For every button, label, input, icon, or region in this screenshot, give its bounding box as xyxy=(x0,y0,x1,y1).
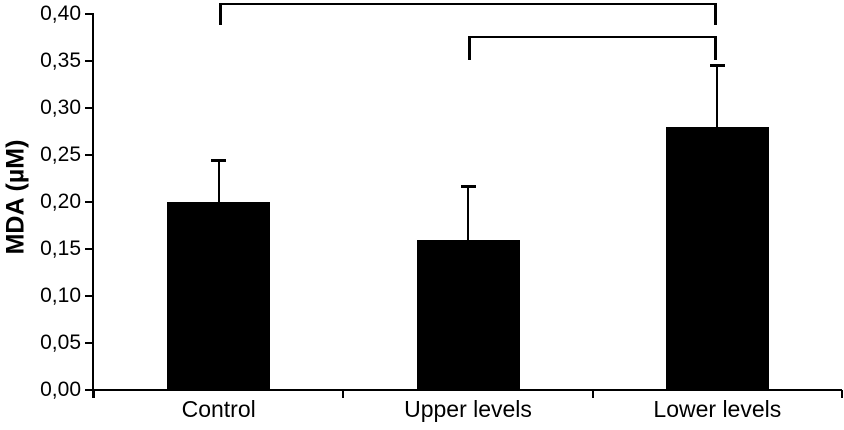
error-bar-cap xyxy=(460,185,476,189)
y-axis-tick xyxy=(85,201,93,203)
y-tick-label: 0,10 xyxy=(40,284,81,307)
y-axis-tick xyxy=(85,13,93,15)
y-tick-label: 0,40 xyxy=(40,2,81,25)
error-bar-cap xyxy=(211,158,227,162)
y-tick-label: 0,20 xyxy=(40,190,81,213)
y-tick-label: 0,05 xyxy=(40,331,81,354)
y-axis-tick xyxy=(85,342,93,344)
significance-bracket-left xyxy=(468,36,471,60)
bar xyxy=(416,239,520,390)
y-tick-label: 0,25 xyxy=(40,143,81,166)
significance-bracket-left xyxy=(218,3,222,25)
significance-bracket-top xyxy=(218,3,718,5)
x-axis xyxy=(92,389,842,391)
significance-bracket-top xyxy=(468,36,718,38)
bar xyxy=(167,202,271,390)
error-bar-line xyxy=(716,64,719,127)
significance-bracket-right xyxy=(714,3,718,25)
y-axis-tick xyxy=(85,295,93,297)
y-tick-label: 0,30 xyxy=(40,96,81,119)
x-axis-tick xyxy=(591,390,594,398)
x-category-label: Upper levels xyxy=(404,396,532,422)
significance-bracket-right xyxy=(714,36,718,60)
error-bar-line xyxy=(217,159,220,202)
y-tick-label: 0,15 xyxy=(40,237,81,260)
x-category-label: Control xyxy=(181,396,256,422)
y-axis-tick xyxy=(85,154,93,156)
x-axis-tick xyxy=(841,390,843,398)
x-axis-tick xyxy=(342,390,345,398)
y-tick-label: 0,35 xyxy=(40,49,81,72)
x-axis-tick xyxy=(93,390,95,398)
y-axis-tick xyxy=(85,107,93,109)
y-axis-tick xyxy=(85,389,93,391)
x-category-label: Lower levels xyxy=(653,396,782,422)
y-axis-tick xyxy=(85,248,93,250)
error-bar-line xyxy=(467,186,469,240)
error-bar-cap xyxy=(709,63,725,67)
bar xyxy=(665,126,769,390)
y-axis xyxy=(92,13,94,398)
y-axis-tick xyxy=(85,60,93,62)
y-tick-label: 0,00 xyxy=(40,378,81,401)
